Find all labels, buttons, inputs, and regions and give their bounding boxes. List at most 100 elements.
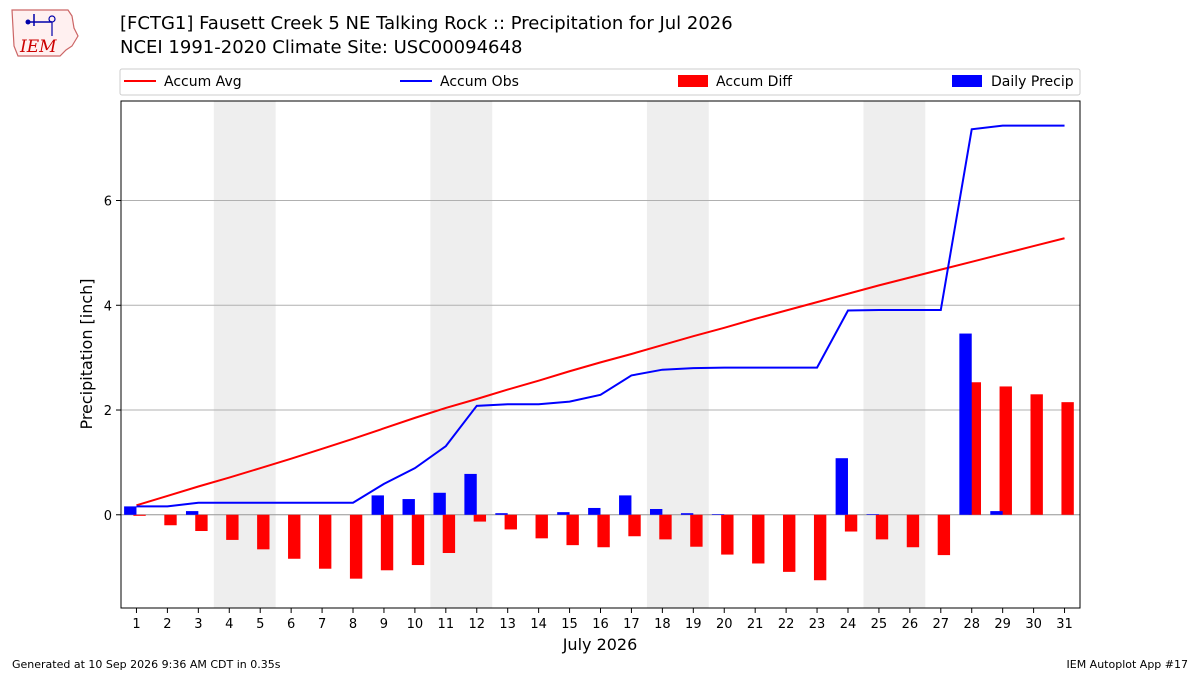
accum-diff-bar-9 — [380, 514, 394, 571]
legend-swatch-accum-diff — [678, 75, 708, 87]
accum-diff-bar-15 — [566, 514, 579, 546]
daily-precip-bar-12 — [464, 473, 477, 515]
daily-precip-bar-16 — [588, 507, 601, 515]
x-tick-label-10: 10 — [407, 617, 424, 632]
x-tick-label-18: 18 — [654, 617, 671, 632]
accum-diff-bar-11 — [442, 514, 456, 554]
y-tick-label-4: 4 — [104, 299, 112, 314]
x-tick-label-16: 16 — [592, 617, 609, 632]
x-axis-label: July 2026 — [562, 635, 638, 654]
daily-precip-bar-20 — [711, 514, 725, 515]
x-tick-label-29: 29 — [994, 617, 1011, 632]
daily-precip-bar-19 — [680, 513, 694, 515]
x-tick-label-19: 19 — [685, 617, 702, 632]
y-axis-label: Precipitation [inch] — [77, 278, 96, 429]
accum-obs-line — [136, 124, 1065, 508]
x-tick-label-2: 2 — [163, 617, 171, 632]
daily-precip-bar-9 — [371, 495, 384, 515]
accum-diff-bar-27 — [937, 514, 951, 556]
x-tick-label-14: 14 — [530, 617, 547, 632]
accum-diff-bar-22 — [783, 514, 796, 572]
accum-avg-line — [136, 237, 1065, 507]
legend-label-accum-diff: Accum Diff — [716, 74, 792, 90]
y-tick-label-2: 2 — [104, 404, 112, 419]
accum-diff-bar-23 — [813, 514, 827, 581]
accum-diff-bar-30 — [1030, 394, 1043, 515]
bars — [124, 333, 1074, 581]
accum-diff-bar-13 — [504, 514, 517, 530]
x-tick-label-21: 21 — [747, 617, 764, 632]
accum-diff-bar-12 — [473, 514, 487, 522]
x-tick-label-15: 15 — [561, 617, 578, 632]
accum-diff-bar-16 — [597, 514, 610, 548]
accum-diff-bar-26 — [906, 514, 920, 548]
x-tick-label-13: 13 — [499, 617, 516, 632]
accum-diff-bar-17 — [628, 514, 641, 537]
x-tick-label-7: 7 — [318, 617, 326, 632]
legend-label-accum-obs: Accum Obs — [440, 74, 519, 90]
daily-precip-bar-10 — [402, 499, 415, 515]
x-tick-label-1: 1 — [132, 617, 140, 632]
daily-precip-bar-3 — [185, 511, 199, 515]
x-tick-label-30: 30 — [1025, 617, 1042, 632]
x-tick-label-31: 31 — [1056, 617, 1073, 632]
lines — [136, 124, 1065, 508]
x-tick-label-6: 6 — [287, 617, 295, 632]
x-tick-label-24: 24 — [840, 617, 857, 632]
accum-diff-bar-5 — [257, 514, 270, 550]
x-tick-label-28: 28 — [963, 617, 980, 632]
daily-precip-bar-17 — [619, 495, 632, 515]
x-tick-label-26: 26 — [902, 617, 919, 632]
daily-precip-bar-29 — [990, 511, 1003, 515]
accum-diff-bar-6 — [288, 514, 301, 559]
daily-precip-bar-24 — [835, 458, 848, 515]
daily-precip-bar-11 — [433, 492, 446, 515]
x-tick-label-23: 23 — [809, 617, 826, 632]
legend: Accum Avg Accum Obs Accum Diff Daily Pre… — [119, 68, 1081, 96]
y-tick-label-6: 6 — [104, 195, 112, 210]
x-tick-label-12: 12 — [468, 617, 485, 632]
legend-label-accum-avg: Accum Avg — [164, 74, 242, 90]
daily-precip-bar-18 — [649, 509, 663, 515]
accum-diff-bar-25 — [875, 514, 889, 540]
x-tick-label-22: 22 — [778, 617, 795, 632]
chart-title: [FCTG1] Fausett Creek 5 NE Talking Rock … — [120, 13, 733, 34]
x-tick-label-5: 5 — [256, 617, 264, 632]
x-tick-label-9: 9 — [380, 617, 388, 632]
weekend-band-1 — [430, 101, 493, 608]
weather-station-icon — [25, 14, 56, 36]
accum-diff-bar-14 — [535, 514, 548, 539]
legend-item-accum-diff: Accum Diff — [678, 74, 792, 90]
accum-diff-bar-24 — [844, 514, 858, 532]
x-tick-label-11: 11 — [438, 617, 455, 632]
y-tick-label-0: 0 — [104, 509, 112, 524]
x-tick-label-3: 3 — [194, 617, 202, 632]
daily-precip-bar-15 — [557, 512, 570, 515]
daily-precip-bar-28 — [959, 333, 972, 515]
legend-frame — [119, 68, 1081, 96]
accum-diff-bar-19 — [690, 514, 703, 547]
accum-diff-bar-2 — [164, 514, 177, 526]
legend-swatch-daily-precip — [952, 75, 982, 87]
legend-item-daily-precip: Daily Precip — [952, 74, 1074, 90]
legend-label-daily-precip: Daily Precip — [991, 74, 1074, 90]
accum-diff-bar-21 — [752, 514, 765, 564]
logo-text: IEM — [19, 37, 57, 57]
chart-subtitle: NCEI 1991-2020 Climate Site: USC00094648 — [120, 37, 523, 58]
accum-diff-bar-29 — [999, 386, 1012, 515]
daily-precip-bar-1 — [124, 506, 137, 515]
accum-diff-bar-3 — [195, 514, 208, 532]
daily-precip-bar-25 — [866, 514, 879, 515]
accum-diff-bar-20 — [721, 514, 734, 555]
weekend-shading — [213, 101, 926, 608]
footer-app: IEM Autoplot App #17 — [1066, 658, 1189, 671]
accum-diff-bar-18 — [659, 514, 672, 540]
daily-precip-bar-13 — [495, 513, 508, 515]
legend-item-accum-obs: Accum Obs — [400, 74, 519, 90]
x-tick-label-4: 4 — [225, 617, 233, 632]
x-tick-label-27: 27 — [933, 617, 950, 632]
accum-diff-bar-8 — [349, 514, 363, 579]
footer-generated: Generated at 10 Sep 2026 9:36 AM CDT in … — [12, 658, 281, 671]
